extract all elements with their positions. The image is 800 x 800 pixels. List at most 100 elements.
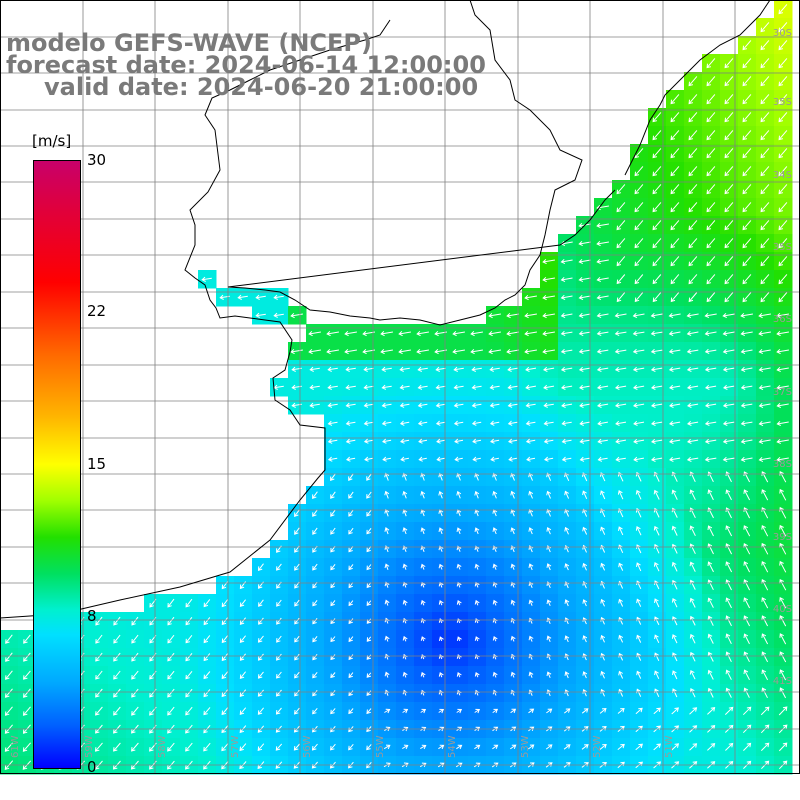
wind-vector-arrow xyxy=(616,238,626,249)
wind-vector-arrow xyxy=(113,616,121,626)
wind-vector-arrow xyxy=(203,671,211,680)
wind-vector-arrow xyxy=(366,618,372,624)
wind-vector-arrow xyxy=(330,509,336,517)
wind-vector-arrow xyxy=(668,366,681,372)
wind-vector-arrow xyxy=(670,94,680,105)
wind-vector-arrow xyxy=(760,202,770,213)
wind-vector-arrow xyxy=(560,312,573,319)
wind-vector-arrow xyxy=(366,690,372,696)
wind-vector-arrow xyxy=(366,473,372,481)
wind-vector-arrow xyxy=(578,258,591,265)
latitude-label: 35S xyxy=(773,242,792,253)
wind-vector-arrow xyxy=(704,438,717,444)
wind-vector-arrow xyxy=(255,294,266,300)
longitude-label: 56W xyxy=(302,735,313,758)
wind-vector-arrow xyxy=(742,58,752,69)
wind-vector-arrow xyxy=(420,527,426,535)
wind-vector-arrow xyxy=(489,384,500,390)
wind-vector-arrow xyxy=(399,402,410,408)
wind-vector-arrow xyxy=(131,670,139,680)
wind-vector-arrow xyxy=(761,597,769,609)
wind-vector-arrow xyxy=(724,292,734,303)
wind-vector-arrow xyxy=(615,438,626,444)
wind-vector-arrow xyxy=(707,489,714,501)
wind-vector-arrow xyxy=(760,76,770,87)
wind-vector-arrow xyxy=(294,653,300,661)
wind-vector-arrow xyxy=(634,256,644,267)
wind-vector-arrow xyxy=(707,543,714,555)
wind-vector-arrow xyxy=(725,633,732,645)
wind-vector-arrow xyxy=(490,456,499,462)
wind-vector-arrow xyxy=(742,112,752,123)
longitude-label: 51W xyxy=(664,735,675,758)
wind-vector-arrow xyxy=(546,689,552,697)
wind-vector-arrow xyxy=(778,184,788,195)
wind-vector-arrow xyxy=(113,706,121,716)
wind-vector-arrow xyxy=(776,438,789,445)
wind-vector-arrow xyxy=(436,456,445,462)
wind-vector-arrow xyxy=(779,542,787,555)
wind-vector-arrow xyxy=(618,670,624,679)
wind-vector-arrow xyxy=(724,256,734,267)
wind-vector-arrow xyxy=(330,708,336,715)
wind-vector-arrow xyxy=(614,348,627,354)
wind-vector-arrow xyxy=(380,330,393,337)
wind-vector-arrow xyxy=(725,742,734,751)
wind-vector-arrow xyxy=(435,420,446,426)
wind-vector-arrow xyxy=(742,706,752,716)
wind-vector-arrow xyxy=(582,508,588,517)
wind-vector-arrow xyxy=(524,348,537,355)
latitude-label: 34S xyxy=(773,170,792,181)
wind-vector-arrow xyxy=(273,294,284,300)
wind-vector-arrow xyxy=(308,330,321,337)
wind-vector-arrow xyxy=(760,166,770,177)
wind-vector-arrow xyxy=(507,384,518,390)
wind-vector-arrow xyxy=(758,420,771,427)
wind-vector-arrow xyxy=(707,669,714,680)
wind-vector-arrow xyxy=(435,384,446,390)
wind-vector-arrow xyxy=(650,366,663,372)
wind-vector-arrow xyxy=(561,384,573,390)
wind-vector-arrow xyxy=(689,561,696,572)
wind-vector-arrow xyxy=(617,743,625,750)
wind-vector-arrow xyxy=(633,456,644,462)
wind-vector-arrow xyxy=(724,202,734,213)
wind-vector-arrow xyxy=(725,525,733,537)
wind-vector-arrow xyxy=(742,184,752,195)
wind-vector-arrow xyxy=(237,294,248,300)
wind-vector-arrow xyxy=(474,527,480,535)
wind-vector-arrow xyxy=(615,402,627,408)
wind-vector-arrow xyxy=(596,330,609,337)
wind-vector-arrow xyxy=(420,744,427,750)
wind-vector-arrow xyxy=(743,525,751,537)
wind-vector-arrow xyxy=(185,706,193,716)
wind-vector-arrow xyxy=(203,689,211,698)
wind-vector-arrow xyxy=(652,292,662,303)
wind-vector-arrow xyxy=(474,636,480,642)
wind-vector-arrow xyxy=(542,330,555,337)
wind-vector-arrow xyxy=(670,130,680,141)
wind-vector-arrow xyxy=(597,420,608,426)
wind-vector-arrow xyxy=(560,366,573,372)
wind-vector-arrow xyxy=(326,330,339,337)
wind-vector-arrow xyxy=(348,636,354,643)
forecast-date: forecast date: 2024-06-14 12:00:00 xyxy=(6,51,486,79)
wind-vector-arrow xyxy=(778,40,788,51)
wind-vector-arrow xyxy=(22,706,31,716)
wind-vector-arrow xyxy=(564,563,570,571)
wind-vector-arrow xyxy=(506,312,519,319)
wind-vector-arrow xyxy=(779,597,787,609)
wind-vector-arrow xyxy=(742,256,752,267)
wind-vector-arrow xyxy=(203,635,211,644)
wind-vector-arrow xyxy=(330,527,336,535)
wind-vector-arrow xyxy=(688,220,698,231)
wind-vector-arrow xyxy=(597,456,608,462)
wind-vector-arrow xyxy=(312,599,318,607)
wind-vector-arrow xyxy=(579,384,591,390)
wind-vector-arrow xyxy=(740,330,753,337)
wind-vector-arrow xyxy=(725,615,732,627)
wind-vector-arrow xyxy=(779,615,787,627)
wind-vector-arrow xyxy=(348,672,354,679)
wind-vector-arrow xyxy=(706,238,716,249)
wind-vector-arrow xyxy=(453,420,464,426)
